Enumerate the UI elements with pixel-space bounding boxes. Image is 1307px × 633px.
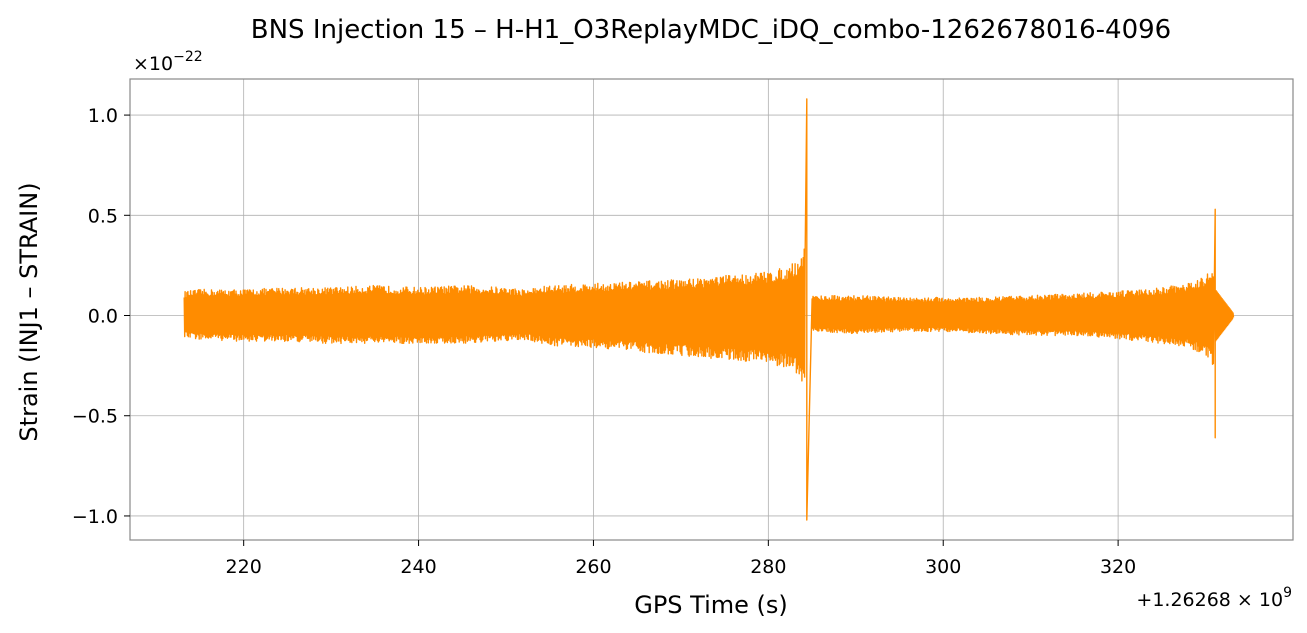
y-tick-label: 0.5 [88,205,118,227]
x-offset-label: +1.26268 × 109 [1136,585,1292,611]
y-tick-label: 1.0 [88,105,118,127]
y-multiplier-label: ×10−22 [133,49,203,75]
y-axis-label: Strain (INJ1 – STRAIN) [15,182,43,441]
x-tick-label: 300 [925,556,961,578]
series-strain [183,98,1235,521]
x-tick-label: 320 [1100,556,1136,578]
y-tick-label: −1.0 [72,506,118,528]
x-axis: 220 240 260 280 300 320 [226,540,1136,578]
chart-title: BNS Injection 15 – H-H1_O3ReplayMDC_iDQ_… [251,15,1171,45]
x-tick-label: 260 [575,556,611,578]
x-tick-label: 240 [400,556,436,578]
x-tick-label: 220 [226,556,262,578]
x-axis-label: GPS Time (s) [634,591,788,619]
strain-line [183,98,1235,521]
x-tick-label: 280 [750,556,786,578]
y-tick-label: 0.0 [88,306,118,328]
plot-frame [129,78,1294,541]
y-tick-label: −0.5 [72,406,118,428]
y-axis: −1.0 −0.5 0.0 0.5 1.0 [72,105,130,528]
